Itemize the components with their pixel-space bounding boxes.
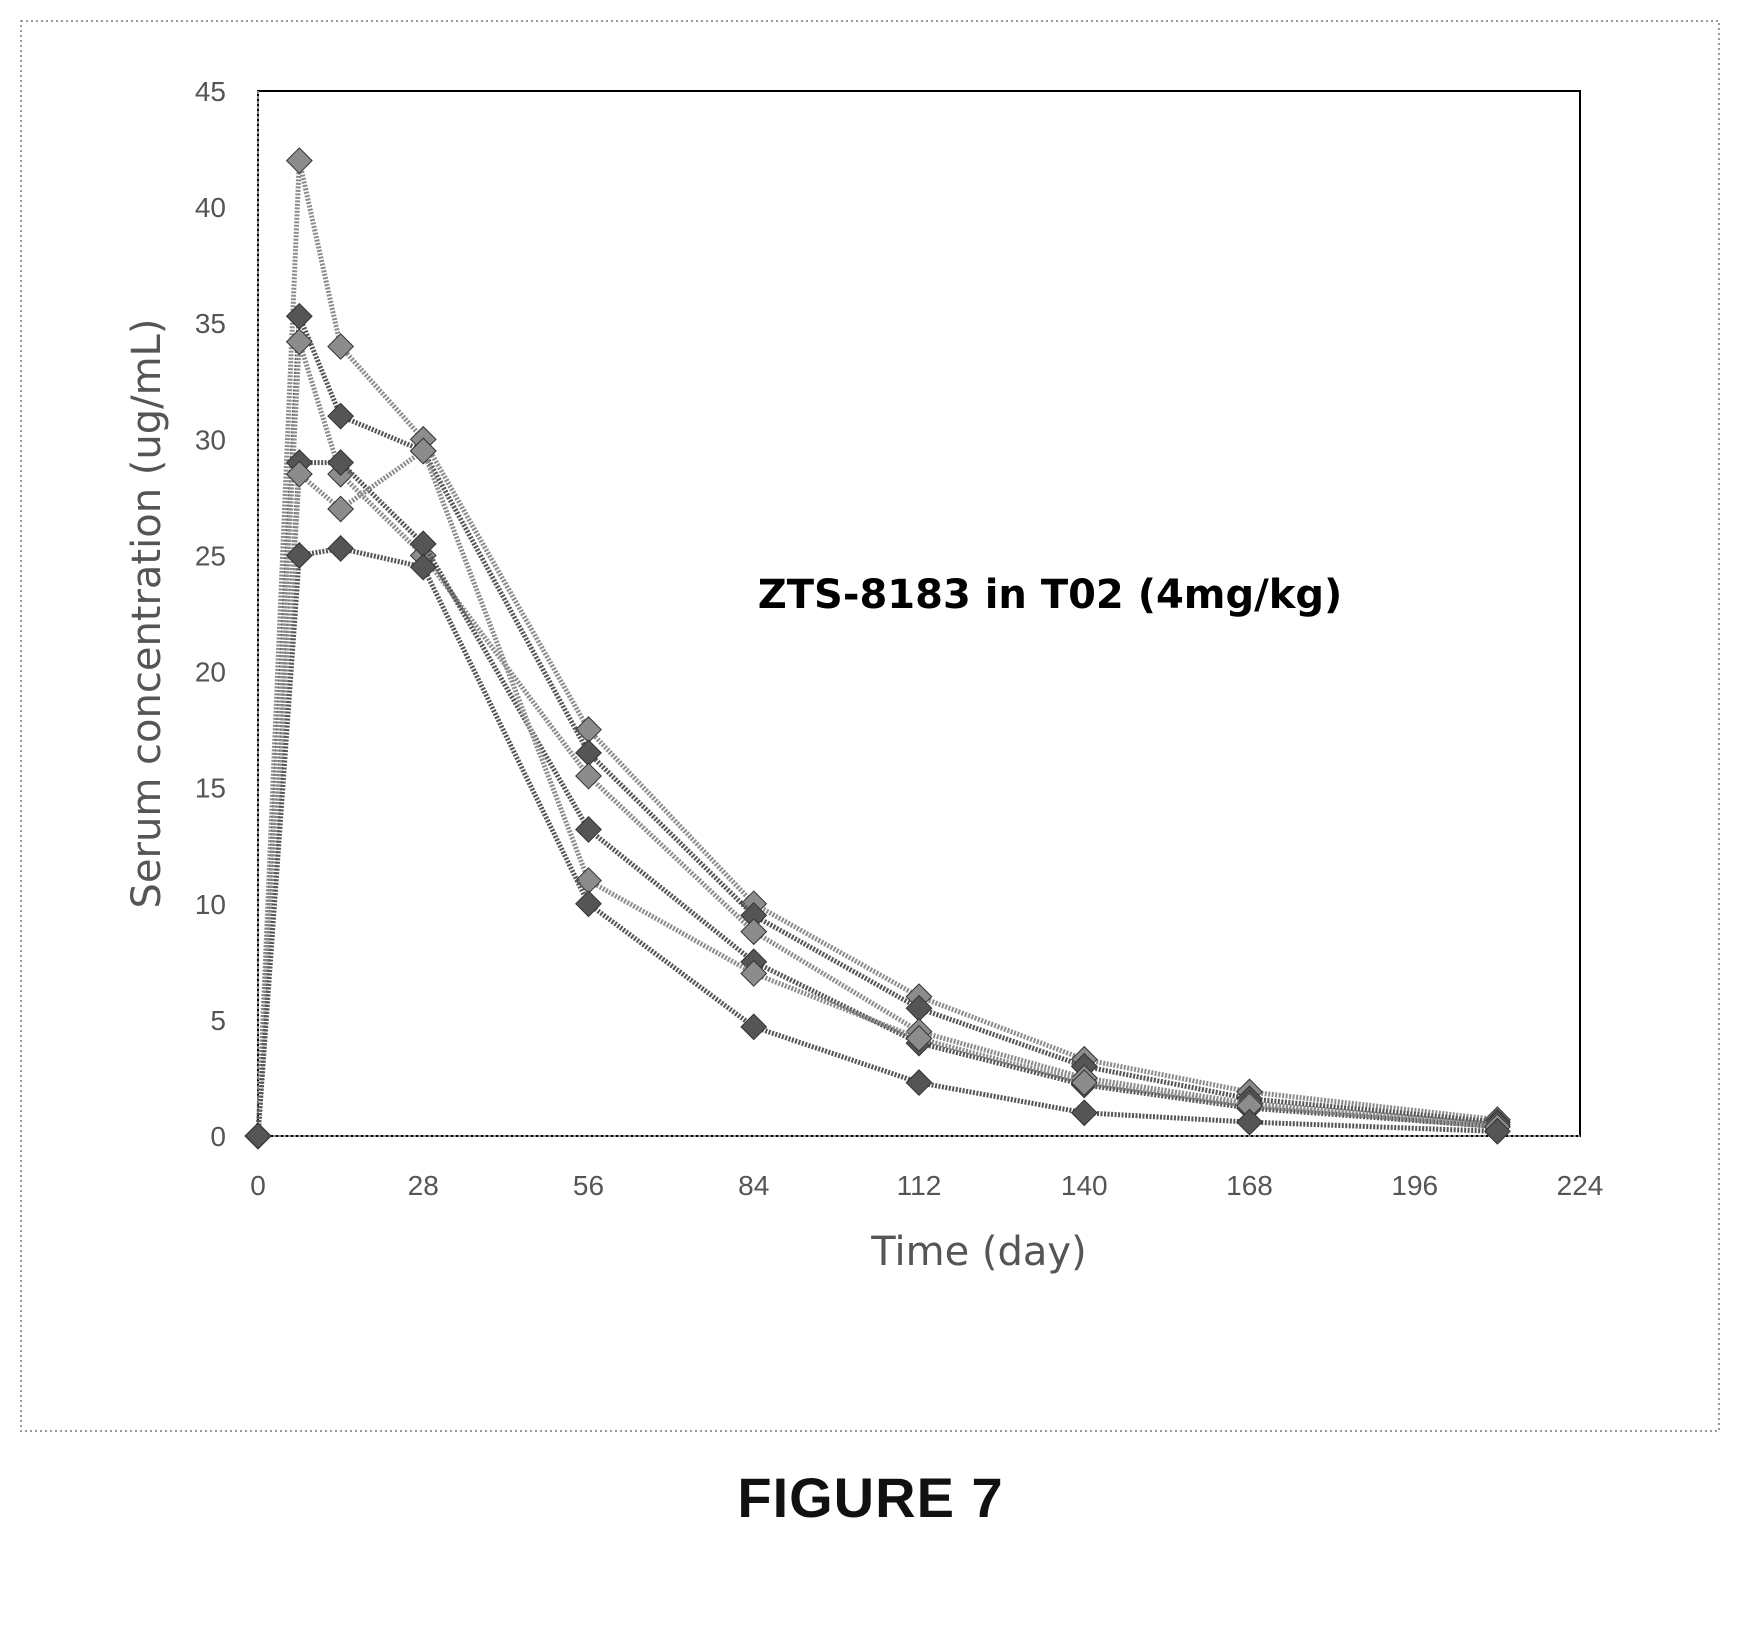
- data-point-marker: [285, 542, 313, 569]
- x-tick-label: 28: [408, 1170, 439, 1201]
- y-axis-title: Serum concentration (ug/mL): [124, 319, 170, 909]
- data-point-marker: [327, 535, 355, 562]
- data-point-marker: [905, 994, 933, 1022]
- y-tick-label: 40: [195, 192, 226, 223]
- x-tick-label: 196: [1391, 1170, 1438, 1201]
- y-tick-label: 15: [195, 773, 226, 804]
- y-tick-label: 5: [210, 1005, 226, 1036]
- y-tick-label: 0: [210, 1121, 226, 1152]
- data-point-marker: [285, 460, 313, 488]
- y-tick-label: 25: [195, 540, 226, 571]
- x-tick-label: 224: [1557, 1170, 1604, 1201]
- x-tick-label: 56: [573, 1170, 604, 1201]
- y-tick-labels: 0 5 10 15 20 25 30 35 40 45: [195, 76, 226, 1152]
- x-tick-label: 112: [897, 1170, 942, 1201]
- chart-area-frame: [20, 20, 1720, 1432]
- data-point-marker: [409, 437, 437, 465]
- data-point-marker: [740, 901, 768, 929]
- data-point-marker: [409, 553, 437, 581]
- y-tick-label: 20: [195, 657, 226, 688]
- x-tick-label: 84: [738, 1170, 769, 1201]
- series-layer: [244, 147, 1511, 1150]
- data-point-marker: [575, 890, 602, 918]
- x-tick-label: 168: [1226, 1170, 1273, 1201]
- data-point-marker: [327, 402, 355, 430]
- series-line: [255, 460, 1498, 1137]
- data-point-marker: [1070, 1069, 1098, 1097]
- y-tick-label: 30: [195, 424, 226, 455]
- data-point-marker: [409, 530, 437, 558]
- figure-caption: FIGURE 7: [737, 1466, 1004, 1529]
- series-line: [255, 313, 1498, 1137]
- data-point-marker: [285, 302, 313, 330]
- data-point-marker: [575, 816, 602, 843]
- series-line: [255, 158, 1498, 1137]
- data-point-marker: [1070, 1099, 1098, 1127]
- data-point-marker: [1483, 1117, 1511, 1145]
- data-point-marker: [575, 762, 602, 790]
- data-point-marker: [740, 1013, 768, 1041]
- data-point-marker: [575, 739, 602, 767]
- data-point-marker: [327, 449, 355, 476]
- y-tick-label: 10: [195, 889, 226, 920]
- series-line: [255, 339, 1498, 1137]
- data-point-marker: [1236, 1092, 1263, 1120]
- data-point-marker: [1236, 1108, 1263, 1136]
- data-point-marker: [244, 1122, 272, 1150]
- y-tick-label: 35: [195, 308, 226, 339]
- x-tick-label: 140: [1061, 1170, 1108, 1201]
- x-axis-title: Time (day): [870, 1229, 1086, 1275]
- data-point-marker: [905, 1069, 933, 1097]
- series-line: [255, 448, 1498, 1137]
- data-point-marker: [285, 328, 313, 356]
- chart-annotation: ZTS-8183 in T02 (4mg/kg): [758, 572, 1343, 618]
- data-point-marker: [327, 333, 355, 360]
- y-tick-label: 45: [195, 76, 226, 107]
- x-tick-label: 0: [250, 1170, 266, 1201]
- data-point-marker: [327, 495, 355, 523]
- series-line: [255, 546, 1498, 1137]
- data-point-marker: [740, 918, 768, 946]
- data-point-marker: [905, 1025, 933, 1052]
- data-point-marker: [285, 147, 313, 175]
- data-point-marker: [740, 960, 768, 987]
- x-tick-labels: 0 28 56 84 112 140 168 196 224: [250, 1170, 1603, 1201]
